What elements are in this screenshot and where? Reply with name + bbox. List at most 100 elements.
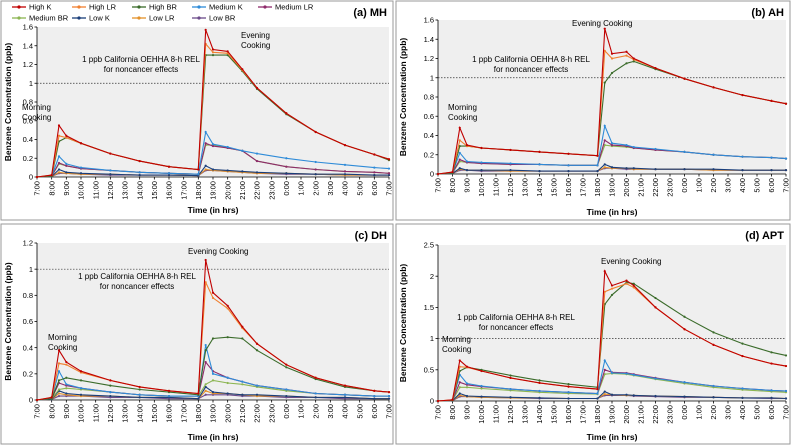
x-axis-title: Time (in hrs): [188, 432, 239, 442]
x-tick-label: 3:00: [326, 181, 335, 196]
data-point: [65, 171, 68, 174]
x-tick-label: 23:00: [267, 404, 276, 423]
data-point: [373, 389, 376, 392]
y-tick-label: 0: [29, 396, 33, 405]
data-point: [770, 389, 773, 392]
data-point: [458, 158, 461, 161]
data-point: [458, 392, 461, 395]
data-point: [770, 362, 773, 365]
data-point: [204, 142, 207, 145]
data-point: [632, 394, 635, 397]
legend: High K High LR High BR Medium K Medium LR Med…: [12, 3, 314, 23]
data-point: [603, 373, 606, 376]
data-point: [654, 296, 657, 300]
data-point: [741, 93, 744, 97]
reference-label: 1 ppb California OEHHA 8-h REL: [78, 272, 196, 281]
data-point: [712, 153, 715, 156]
data-point: [480, 395, 483, 398]
data-point: [138, 174, 141, 177]
data-point: [770, 351, 773, 354]
data-point: [57, 388, 61, 391]
data-point: [603, 166, 606, 169]
series-markers: [436, 270, 788, 403]
data-point: [241, 68, 244, 71]
data-point: [683, 315, 686, 318]
data-point: [255, 349, 259, 352]
data-point: [625, 50, 628, 53]
series-markers: [35, 28, 391, 179]
data-point: [314, 396, 317, 399]
data-point: [314, 160, 317, 164]
y-tick-label: 1.4: [424, 35, 434, 44]
data-point: [204, 130, 207, 134]
reference-label: 1 ppb California OEHHA 8-h REL: [82, 55, 200, 64]
data-point: [226, 381, 229, 385]
x-axis-title: Time (in hrs): [587, 207, 638, 217]
x-tick-label: 22:00: [253, 181, 262, 200]
data-point: [683, 77, 686, 80]
data-point: [35, 175, 39, 179]
data-point: [458, 381, 461, 384]
evening-cooking-label: Evening Cooking: [188, 247, 248, 256]
data-point: [79, 379, 83, 382]
x-tick-label: 18:00: [593, 405, 602, 424]
data-point: [57, 168, 61, 171]
data-point: [458, 126, 461, 129]
data-point: [197, 168, 200, 171]
y-tick-label: 0.2: [23, 369, 33, 378]
data-point: [465, 382, 469, 385]
x-tick-label: 7:00: [385, 404, 394, 419]
data-point: [451, 398, 454, 401]
x-tick-label: 17:00: [579, 405, 588, 424]
legend-marker: [197, 5, 201, 9]
panel-frame: [395, 0, 791, 221]
data-point: [50, 174, 53, 177]
data-point: [603, 27, 606, 30]
y-tick-label: 1.2: [424, 54, 434, 63]
series-markers: [35, 258, 391, 402]
x-tick-label: 16:00: [564, 178, 573, 197]
data-point: [285, 388, 288, 391]
data-point: [255, 384, 259, 387]
x-tick-label: 2:00: [709, 405, 718, 420]
data-point: [79, 387, 83, 390]
x-tick-label: 4:00: [341, 181, 350, 196]
y-tick-label: 0: [29, 173, 33, 182]
data-point: [610, 293, 614, 297]
data-point: [603, 359, 606, 362]
data-point: [211, 337, 215, 340]
x-tick-label: 2:00: [709, 178, 718, 193]
data-point: [79, 172, 83, 175]
x-tick-label: 13:00: [521, 405, 530, 424]
data-point: [770, 169, 773, 172]
data-point: [373, 166, 376, 169]
data-point: [632, 57, 635, 60]
x-tick-label: 1:00: [695, 178, 704, 193]
legend-label: High LR: [89, 3, 117, 12]
data-point: [712, 384, 715, 388]
x-tick-label: 21:00: [238, 404, 247, 423]
x-tick-label: 8:00: [448, 405, 457, 420]
morning-cooking-label: Morning: [448, 103, 477, 112]
data-point: [343, 393, 347, 396]
data-point: [784, 397, 788, 400]
evening-cooking-label: Evening: [241, 31, 270, 40]
y-tick-label: 0: [430, 397, 434, 406]
legend-label: Low BR: [209, 14, 236, 23]
data-point: [285, 363, 288, 366]
data-point: [211, 291, 215, 294]
data-point: [387, 167, 391, 170]
chart-panel: 0 0.5 1 1.5 2 2.5 7:00 8:00 9:00 10:00 11:00 12:00 1…: [395, 223, 791, 445]
y-tick-label: 0.8: [424, 93, 434, 102]
x-axis-title: Time (in hrs): [587, 432, 638, 442]
data-point: [458, 139, 461, 142]
x-tick-label: 19:00: [608, 178, 617, 197]
legend-marker: [77, 16, 81, 20]
reference-label: for noncancer effects: [479, 323, 554, 332]
legend-marker: [137, 5, 141, 9]
x-tick-label: 7:00: [434, 178, 443, 193]
morning-cooking-label: Morning: [22, 103, 51, 112]
data-point: [57, 161, 61, 165]
legend-marker: [17, 5, 21, 9]
y-axis-title: Benzene Concentration (ppb): [3, 43, 13, 162]
